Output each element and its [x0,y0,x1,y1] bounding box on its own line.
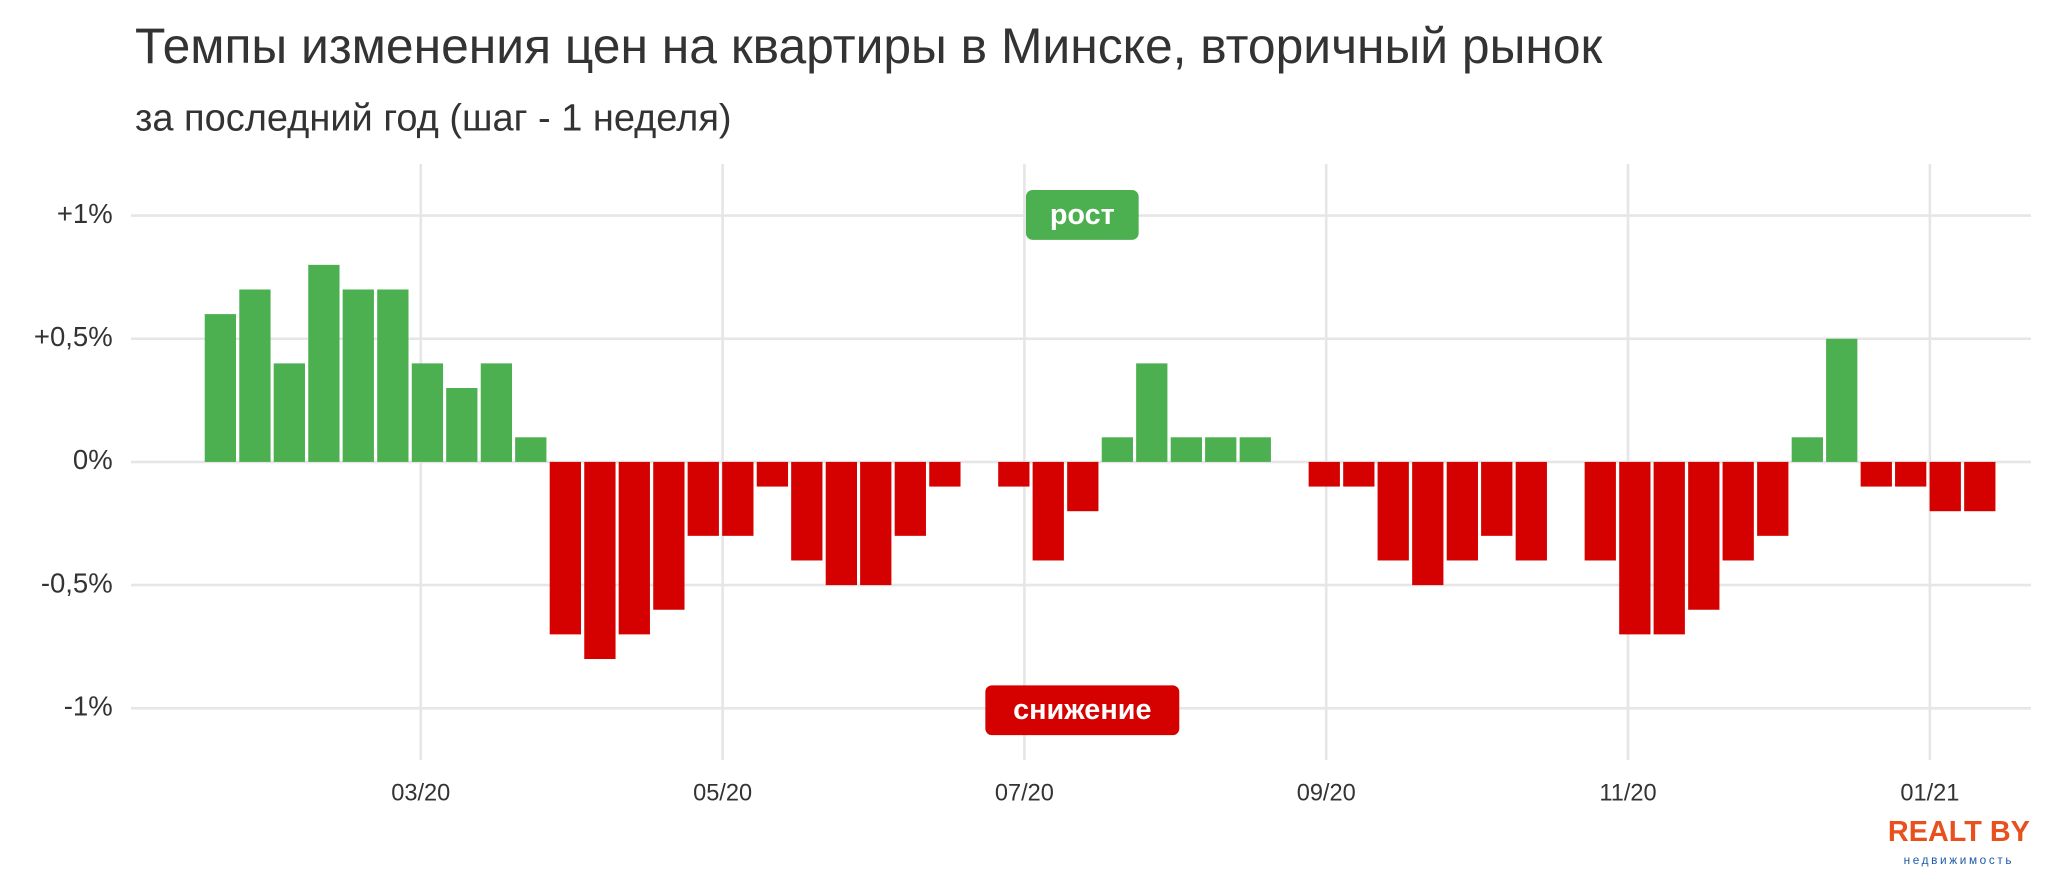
y-tick-label: -0,5% [41,567,113,598]
bars [204,264,1996,660]
y-tick-label: +1% [57,198,113,229]
bar [1860,461,1892,487]
x-tick-label: 01/21 [1900,779,1959,805]
bar [1136,363,1168,462]
bar [377,289,409,462]
bar [929,461,961,487]
x-tick-label: 09/20 [1297,779,1356,805]
bar [860,461,892,586]
bar [825,461,857,586]
bar [584,461,616,660]
bar [1101,437,1134,462]
y-tick-label: -1% [64,691,113,722]
bar [1584,461,1616,561]
bar [411,363,444,462]
bar [1343,461,1375,487]
bar [1757,461,1789,536]
annotation-box [985,685,1180,736]
bar [1239,437,1271,462]
bar [308,264,340,462]
x-tick-label: 03/20 [391,779,450,805]
bar [1170,437,1202,462]
bar [1722,461,1754,561]
bar [894,461,926,536]
bar [687,461,719,536]
annotation-box [1025,190,1139,240]
bar [1205,437,1237,462]
bar [1412,461,1444,586]
chart-title: Темпы изменения цен на квартиры в Минске… [135,18,1604,74]
bar [1826,338,1858,462]
bar [239,289,271,462]
bar [1688,461,1720,610]
bar [1032,461,1064,561]
bar [549,461,581,635]
bar [1308,461,1340,487]
bar [998,461,1030,487]
x-tick-label: 07/20 [995,779,1054,805]
bar [1619,461,1651,635]
bar [1653,461,1685,635]
bar [446,388,478,462]
logo-name: REALT BY [1888,816,2030,848]
chart-subtitle: за последний год (шаг - 1 неделя) [135,98,732,140]
bar [722,461,754,536]
bar [1964,461,1996,512]
annotation-label: рост [1050,199,1115,231]
x-tick-label: 11/20 [1599,779,1656,805]
annotations: рост снижение [985,190,1180,736]
bar [480,363,513,462]
bar [618,461,650,635]
bar [1791,437,1823,462]
bar [791,461,823,561]
bar [653,461,685,610]
bar [515,437,547,462]
bar [756,461,789,487]
y-tick-label: +0,5% [34,321,113,352]
bar [1067,461,1099,512]
bar [1481,461,1513,536]
y-tick-label: 0% [73,444,113,475]
bar [1377,461,1409,561]
bar [273,363,305,462]
annotation-label: снижение [1013,694,1151,726]
bar [342,289,374,462]
logo-tagline: недвижимость [1904,854,2015,867]
bar [1929,461,1961,512]
x-tick-label: 05/20 [693,779,752,805]
bar [1515,461,1547,561]
bar [1895,461,1927,487]
bar [1446,461,1478,561]
bar [204,314,237,462]
